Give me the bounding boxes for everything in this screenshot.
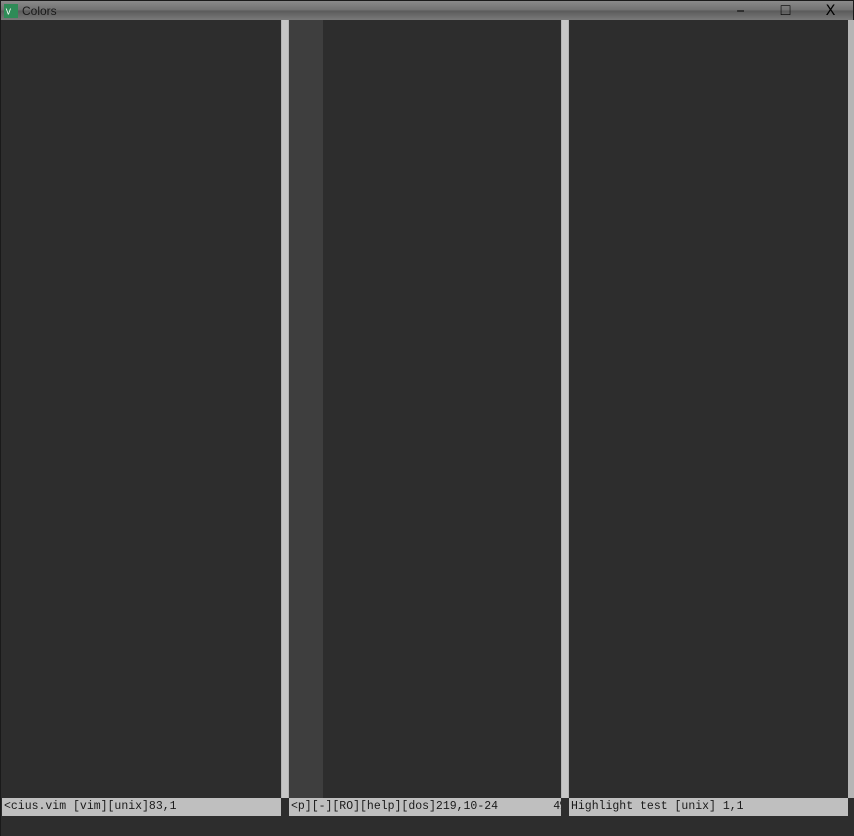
svg-text:V: V xyxy=(6,7,12,17)
